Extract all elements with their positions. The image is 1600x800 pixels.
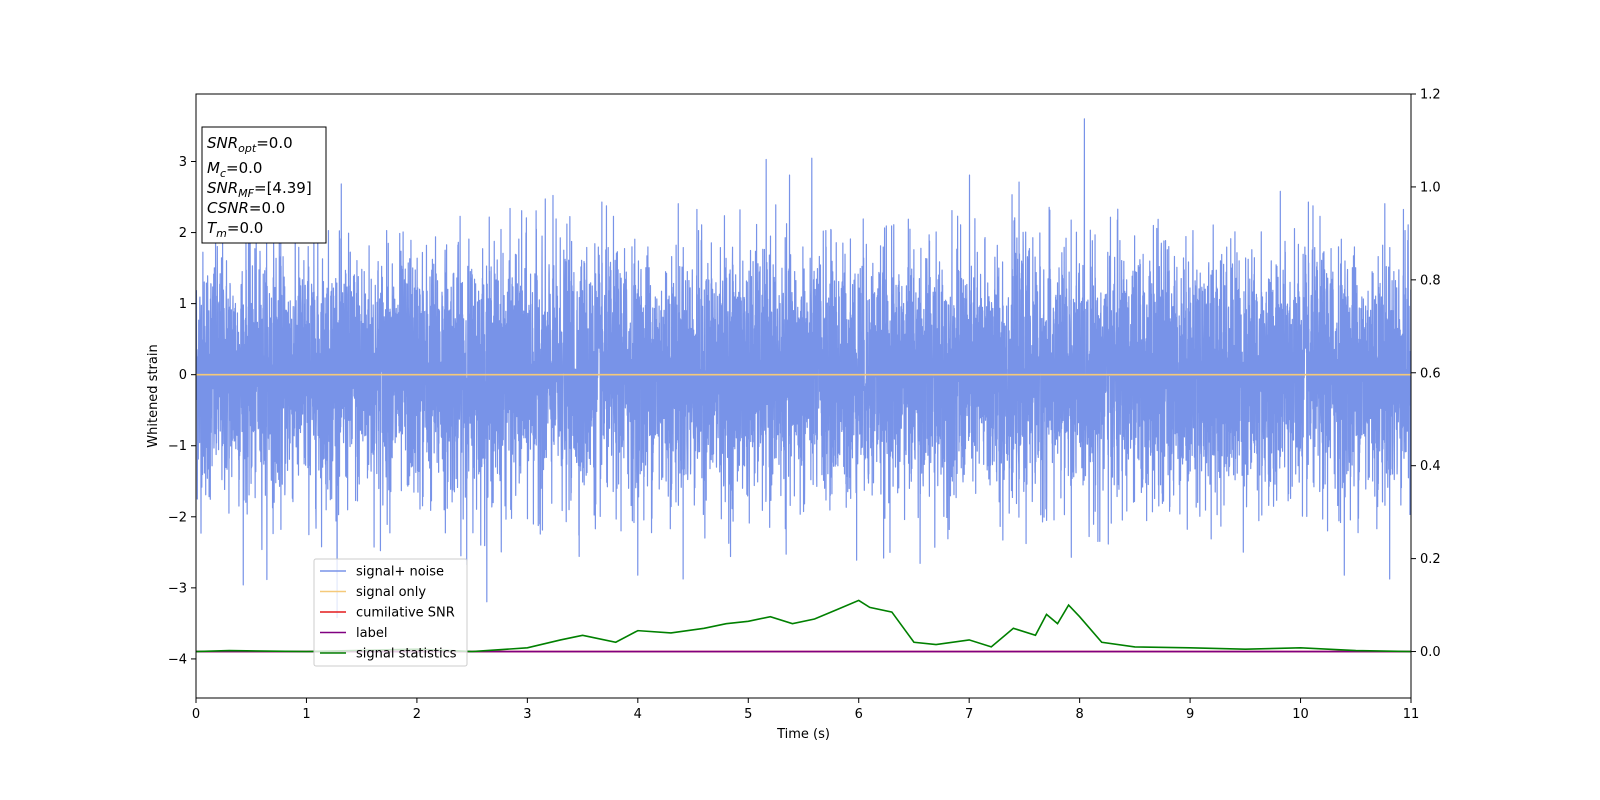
legend: signal+ noise signal only cumilative SNR la… xyxy=(313,558,468,667)
x-axis-label: Time (s) xyxy=(776,727,830,742)
info-box-frame xyxy=(201,126,327,244)
info-csnr: CSNR=0.0 xyxy=(207,199,285,217)
info-tm-sub: m xyxy=(216,227,227,240)
x-tick-label: 7 xyxy=(965,707,973,722)
x-tick-label: 9 xyxy=(1186,707,1194,722)
x-tick-label: 1 xyxy=(302,707,310,722)
info-mc-sub: c xyxy=(220,167,226,180)
info-snr-opt-base: SNR xyxy=(207,134,238,152)
legend-label: signal+ noise xyxy=(356,565,444,580)
info-csnr-base: CSNR xyxy=(207,199,249,217)
x-tick-label: 0 xyxy=(192,707,200,722)
info-mc-base: M xyxy=(207,159,220,177)
legend-label: signal statistics xyxy=(356,647,457,662)
y-axis-left: −4 −3 −2 −1 0 1 2 3 xyxy=(168,155,196,667)
info-box: SNRopt=0.0 Mc=0.0 SNRMF=[4.39] CSNR=0.0 … xyxy=(201,126,327,244)
series-signal-noise xyxy=(196,118,1411,619)
y-tick-label: 0 xyxy=(179,368,187,383)
info-snr-opt-sub: opt xyxy=(238,142,257,155)
info-tm: Tm=0.0 xyxy=(207,219,263,240)
y2-tick-label: 1.0 xyxy=(1420,180,1441,195)
x-tick-label: 4 xyxy=(634,707,642,722)
y-tick-label: −2 xyxy=(168,510,187,525)
y2-tick-label: 0.0 xyxy=(1420,645,1441,660)
legend-label: signal only xyxy=(356,585,426,600)
y2-tick-label: 0.8 xyxy=(1420,273,1441,288)
info-snr-mf-sub: MF xyxy=(238,187,254,200)
y2-tick-label: 0.6 xyxy=(1420,366,1441,381)
y-tick-label: 3 xyxy=(179,155,187,170)
y-tick-label: 1 xyxy=(179,297,187,312)
y2-tick-label: 0.4 xyxy=(1420,459,1441,474)
x-tick-label: 11 xyxy=(1403,707,1420,722)
info-mc-value: =0.0 xyxy=(226,159,262,177)
x-tick-label: 5 xyxy=(744,707,752,722)
y2-tick-label: 0.2 xyxy=(1420,552,1441,567)
info-tm-value: =0.0 xyxy=(227,219,263,237)
plot-frame xyxy=(195,93,1412,699)
x-tick-label: 2 xyxy=(413,707,421,722)
info-snr-opt-value: =0.0 xyxy=(256,134,292,152)
info-tm-base: T xyxy=(207,219,218,237)
info-csnr-value: =0.0 xyxy=(249,199,285,217)
y-tick-label: −4 xyxy=(168,652,187,667)
y-axis-label: Whitened strain xyxy=(146,344,161,447)
info-snr-mf: SNRMF=[4.39] xyxy=(207,179,312,200)
y2-tick-label: 1.2 xyxy=(1420,88,1441,103)
y-tick-label: −3 xyxy=(168,581,187,596)
y-tick-label: 2 xyxy=(179,226,187,241)
info-snr-mf-base: SNR xyxy=(207,179,238,197)
legend-label: cumilative SNR xyxy=(356,606,455,621)
x-tick-label: 10 xyxy=(1292,707,1309,722)
y-axis-right: 0.0 0.2 0.4 0.6 0.8 1.0 1.2 xyxy=(1411,88,1441,660)
info-snr-mf-value: =[4.39] xyxy=(254,179,312,197)
legend-label: label xyxy=(356,626,387,641)
x-tick-label: 6 xyxy=(855,707,863,722)
legend-frame xyxy=(313,558,468,667)
info-snr-opt: SNRopt=0.0 xyxy=(207,134,293,155)
x-axis: 0 1 2 3 4 5 6 7 8 9 10 11 xyxy=(192,698,1419,722)
info-mc: Mc=0.0 xyxy=(207,159,262,180)
x-tick-label: 8 xyxy=(1075,707,1083,722)
series-signal-statistics xyxy=(196,599,1411,653)
y-tick-label: −1 xyxy=(168,439,187,454)
x-tick-label: 3 xyxy=(523,707,531,722)
